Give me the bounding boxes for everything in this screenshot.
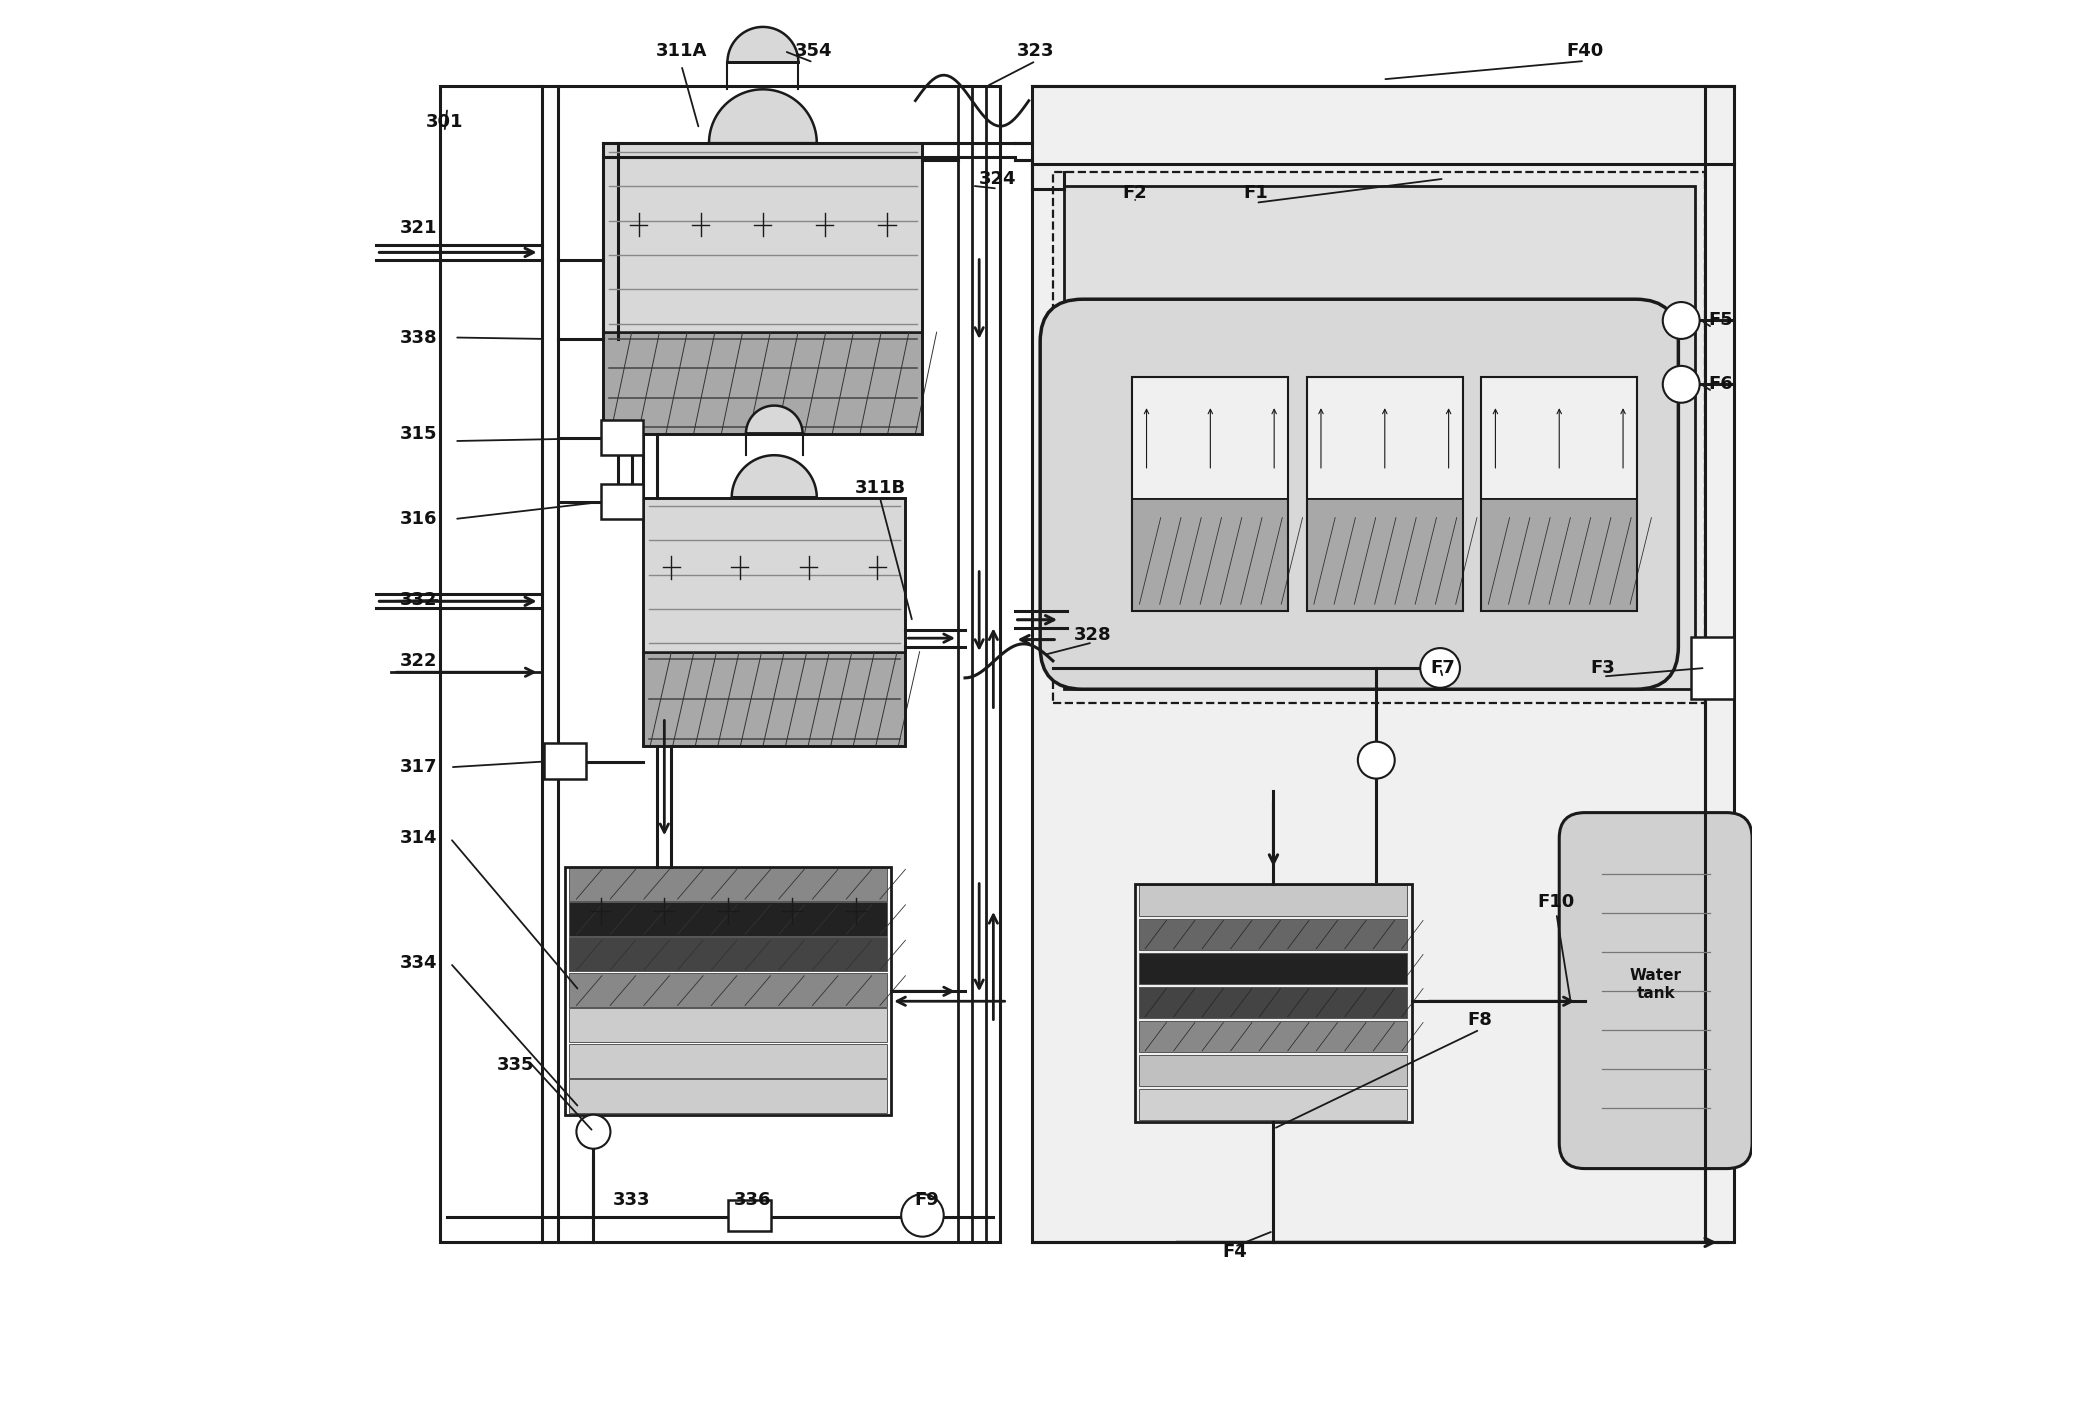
- Text: 315: 315: [401, 425, 438, 443]
- Text: F40: F40: [1567, 43, 1604, 60]
- Circle shape: [576, 1114, 611, 1148]
- Bar: [603, 144, 922, 433]
- Bar: [1306, 377, 1462, 611]
- Bar: [1139, 885, 1408, 917]
- Polygon shape: [709, 90, 818, 144]
- Bar: [1135, 884, 1412, 1121]
- Bar: [569, 902, 887, 936]
- Bar: [1064, 186, 1696, 689]
- Circle shape: [1663, 303, 1700, 340]
- Bar: [1139, 953, 1408, 985]
- Bar: [569, 1009, 887, 1043]
- Bar: [544, 743, 586, 779]
- Bar: [1053, 172, 1706, 703]
- Bar: [569, 973, 887, 1007]
- Bar: [1139, 988, 1408, 1019]
- Text: 328: 328: [1074, 627, 1112, 644]
- Text: F4: F4: [1222, 1243, 1247, 1262]
- Text: F7: F7: [1431, 659, 1456, 676]
- Bar: [1133, 377, 1289, 499]
- Text: 354: 354: [795, 43, 832, 60]
- Bar: [1133, 499, 1289, 611]
- Bar: [1139, 1022, 1408, 1053]
- Bar: [569, 1044, 887, 1077]
- Text: 333: 333: [613, 1191, 651, 1209]
- Bar: [642, 652, 905, 746]
- Text: F6: F6: [1708, 375, 1733, 394]
- Bar: [569, 938, 887, 972]
- Text: 332: 332: [401, 591, 438, 608]
- Text: Water
tank: Water tank: [1629, 968, 1681, 1000]
- Text: 311A: 311A: [655, 43, 707, 60]
- Circle shape: [901, 1194, 943, 1236]
- Text: 316: 316: [401, 510, 438, 529]
- Text: F10: F10: [1537, 892, 1575, 911]
- Bar: [1139, 1056, 1408, 1086]
- Text: 317: 317: [401, 759, 438, 776]
- Bar: [569, 867, 887, 901]
- Text: 301: 301: [426, 112, 463, 131]
- Text: F1: F1: [1243, 183, 1268, 202]
- Polygon shape: [728, 27, 799, 63]
- Text: 314: 314: [401, 828, 438, 847]
- Circle shape: [1663, 365, 1700, 402]
- Text: 322: 322: [401, 652, 438, 669]
- Text: 338: 338: [401, 328, 438, 347]
- Bar: [1306, 499, 1462, 611]
- Bar: [642, 497, 905, 652]
- Bar: [1481, 499, 1638, 611]
- Bar: [1481, 377, 1638, 611]
- Text: 311B: 311B: [855, 479, 905, 497]
- Text: F9: F9: [914, 1191, 939, 1209]
- Bar: [1692, 637, 1733, 699]
- Bar: [728, 1199, 770, 1231]
- Bar: [603, 333, 922, 433]
- Bar: [601, 483, 642, 519]
- Bar: [440, 87, 1001, 1242]
- Bar: [1306, 377, 1462, 499]
- Text: 334: 334: [401, 953, 438, 972]
- Circle shape: [1421, 648, 1460, 688]
- Bar: [603, 144, 922, 333]
- FancyBboxPatch shape: [1041, 300, 1679, 689]
- Text: 336: 336: [734, 1191, 772, 1209]
- Text: F8: F8: [1466, 1010, 1491, 1029]
- FancyBboxPatch shape: [1558, 813, 1752, 1168]
- Polygon shape: [732, 455, 818, 497]
- Circle shape: [1358, 742, 1396, 779]
- Polygon shape: [747, 405, 803, 433]
- Text: 324: 324: [978, 169, 1016, 188]
- Text: 335: 335: [496, 1056, 534, 1074]
- Text: F5: F5: [1708, 311, 1733, 330]
- Bar: [569, 1079, 887, 1113]
- Bar: [1139, 1088, 1408, 1120]
- Bar: [601, 419, 642, 455]
- Text: F3: F3: [1592, 659, 1615, 676]
- Text: 321: 321: [401, 219, 438, 237]
- Bar: [1133, 377, 1289, 611]
- Bar: [1139, 919, 1408, 951]
- Bar: [642, 497, 905, 746]
- Bar: [565, 867, 891, 1114]
- Bar: [1033, 87, 1733, 1242]
- Text: 323: 323: [1018, 43, 1056, 60]
- Bar: [1481, 377, 1638, 499]
- Text: F2: F2: [1122, 183, 1147, 202]
